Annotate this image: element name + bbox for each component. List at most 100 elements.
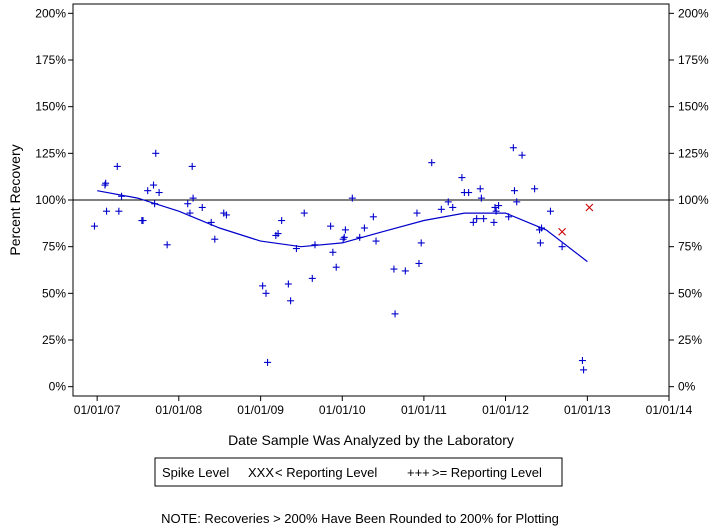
- point-plus-marker: [150, 181, 158, 189]
- legend-box: [154, 457, 563, 487]
- point-plus-marker: [415, 259, 423, 267]
- point-plus-marker: [188, 162, 196, 170]
- point-plus-marker: [356, 233, 364, 241]
- y-tick-label-left: 150%: [35, 100, 66, 114]
- point-plus-marker: [264, 358, 272, 366]
- legend-title: Spike Level: [162, 465, 229, 480]
- point-plus-marker: [308, 274, 316, 282]
- point-plus-marker: [473, 215, 481, 223]
- point-plus-marker: [278, 217, 286, 225]
- point-plus-marker: [103, 207, 111, 215]
- y-tick-label-left: 200%: [35, 6, 66, 20]
- point-plus-marker: [428, 159, 436, 167]
- point-plus-marker: [413, 209, 421, 217]
- point-plus-marker: [139, 217, 147, 225]
- point-plus-marker: [287, 297, 295, 305]
- y-tick-label-left: 25%: [42, 333, 66, 347]
- x-tick-label: 01/01/09: [237, 403, 284, 417]
- point-plus-marker: [274, 230, 282, 238]
- legend-label-above: >= Reporting Level: [432, 465, 542, 480]
- point-plus-marker: [118, 192, 126, 200]
- point-plus-marker: [449, 203, 457, 211]
- point-plus-marker: [327, 222, 335, 230]
- point-plus-marker: [198, 203, 206, 211]
- axis-ticks: 0% 0% 25% 25% 50% 50% 75% 75% 100% 100% 125% 125% 15…: [35, 6, 709, 417]
- point-plus-marker: [152, 149, 160, 157]
- point-plus-marker: [211, 235, 219, 243]
- point-plus-marker: [348, 194, 356, 202]
- point-x-marker: [558, 227, 566, 236]
- point-plus-marker: [578, 357, 586, 365]
- y-tick-label-right: 75%: [678, 240, 702, 254]
- y-tick-label-left: 75%: [42, 240, 66, 254]
- point-plus-marker: [509, 144, 517, 152]
- legend-symbol-below: XXX: [248, 465, 274, 480]
- point-plus-marker: [458, 174, 466, 182]
- point-plus-marker: [580, 366, 588, 374]
- point-plus-marker: [90, 222, 98, 230]
- point-plus-marker: [311, 241, 319, 249]
- point-plus-marker: [510, 187, 518, 195]
- point-plus-marker: [490, 218, 498, 226]
- point-plus-marker: [513, 198, 521, 206]
- point-plus-marker: [284, 280, 292, 288]
- point-plus-marker: [115, 207, 123, 215]
- y-tick-label-right: 200%: [678, 6, 709, 20]
- point-plus-marker: [390, 265, 398, 273]
- point-plus-marker: [184, 200, 192, 208]
- point-plus-marker: [518, 151, 526, 159]
- y-tick-label-right: 0%: [678, 380, 696, 394]
- point-plus-marker: [372, 237, 380, 245]
- point-plus-marker: [102, 179, 110, 187]
- point-plus-marker: [546, 207, 554, 215]
- point-plus-marker: [477, 194, 485, 202]
- point-plus-marker: [262, 289, 270, 297]
- x-axis-title: Date Sample Was Analyzed by the Laborato…: [228, 432, 514, 448]
- x-tick-label: 01/01/14: [646, 403, 693, 417]
- y-axis-title: Percent Recovery: [7, 144, 23, 255]
- y-tick-label-left: 0%: [49, 380, 67, 394]
- point-plus-marker: [495, 202, 503, 210]
- y-tick-label-right: 50%: [678, 286, 702, 300]
- point-plus-marker: [144, 187, 152, 195]
- y-tick-label-left: 125%: [35, 146, 66, 160]
- y-tick-label-left: 175%: [35, 53, 66, 67]
- point-plus-marker: [476, 185, 484, 193]
- data-points: [90, 144, 594, 374]
- point-plus-marker: [163, 241, 171, 249]
- point-plus-marker: [391, 310, 399, 318]
- point-plus-marker: [558, 243, 566, 251]
- point-plus-marker: [437, 205, 445, 213]
- y-tick-label-right: 100%: [678, 193, 709, 207]
- point-plus-marker: [417, 239, 425, 247]
- point-plus-marker: [151, 200, 159, 208]
- point-plus-marker: [492, 207, 500, 215]
- point-plus-marker: [300, 209, 308, 217]
- trend-line: [97, 190, 588, 263]
- point-plus-marker: [444, 198, 452, 206]
- footer-note: NOTE: Recoveries > 200% Have Been Rounde…: [161, 511, 559, 526]
- point-plus-marker: [360, 224, 368, 232]
- y-tick-label-right: 150%: [678, 100, 709, 114]
- x-tick-label: 01/01/08: [155, 403, 202, 417]
- legend: Spike Level XXX < Reporting Level +++ >=…: [154, 457, 563, 487]
- point-plus-marker: [531, 185, 539, 193]
- legend-label-below: < Reporting Level: [275, 465, 377, 480]
- x-tick-label: 01/01/10: [319, 403, 366, 417]
- point-plus-marker: [491, 203, 499, 211]
- point-plus-marker: [505, 213, 513, 221]
- point-plus-marker: [538, 224, 546, 232]
- point-plus-marker: [329, 248, 337, 256]
- x-tick-label: 01/01/07: [74, 403, 121, 417]
- point-plus-marker: [189, 194, 197, 202]
- point-plus-marker: [369, 213, 377, 221]
- point-plus-marker: [536, 239, 544, 247]
- legend-symbol-above: +++: [407, 465, 430, 480]
- point-plus-marker: [222, 211, 230, 219]
- point-plus-marker: [113, 162, 121, 170]
- point-plus-marker: [341, 226, 349, 234]
- y-tick-label-left: 100%: [35, 193, 66, 207]
- y-tick-label-right: 175%: [678, 53, 709, 67]
- y-tick-label-right: 25%: [678, 333, 702, 347]
